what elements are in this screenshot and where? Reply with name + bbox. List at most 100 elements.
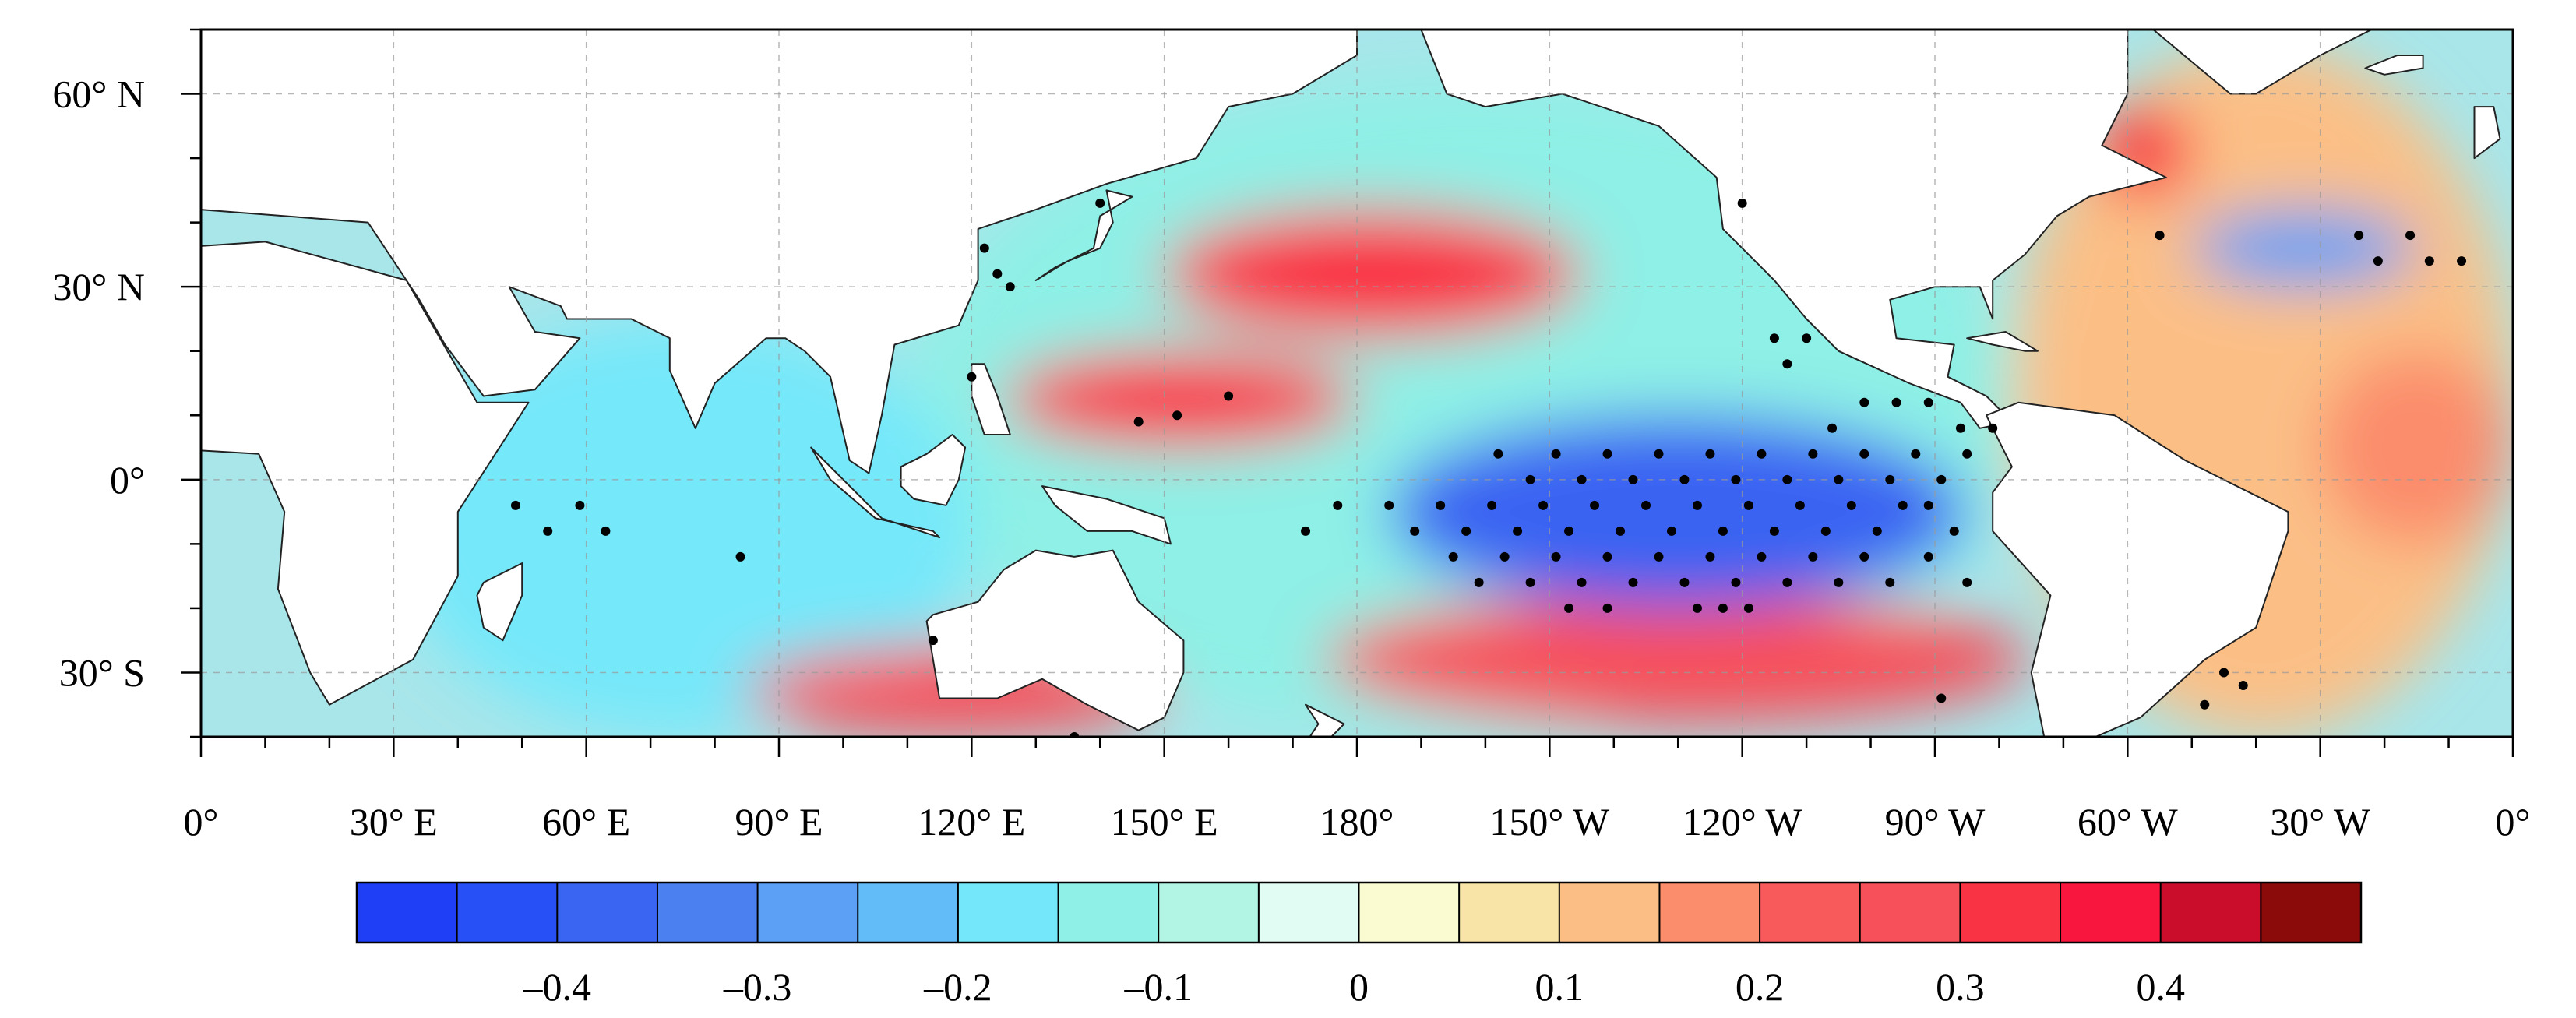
significance-dot bbox=[1590, 500, 1600, 510]
significance-dot bbox=[1885, 474, 1895, 484]
colorbar-tick-label: 0.1 bbox=[1535, 965, 1584, 1009]
significance-dot bbox=[1641, 500, 1651, 510]
significance-dot bbox=[1005, 282, 1015, 292]
land-layer bbox=[201, 30, 2501, 737]
colorbar-swatch bbox=[2060, 882, 2162, 942]
significance-dot bbox=[1513, 526, 1523, 536]
significance-dot bbox=[1654, 449, 1664, 459]
ocean-region-north-atlantic-blue bbox=[2191, 210, 2417, 287]
colorbar-frame bbox=[355, 881, 2363, 944]
significance-dot bbox=[1802, 333, 1812, 343]
significance-dot bbox=[1911, 449, 1921, 459]
significance-dot bbox=[1679, 577, 1690, 587]
significance-dot bbox=[1923, 551, 1933, 562]
significance-dot bbox=[1577, 474, 1587, 484]
x-tick-label: 60° E bbox=[542, 800, 630, 844]
ocean-region-equatorial-atlantic-red bbox=[2320, 350, 2513, 544]
significance-dot bbox=[1898, 500, 1908, 510]
significance-dot bbox=[1859, 551, 1869, 562]
colorbar-swatch bbox=[957, 882, 1059, 942]
significance-dot bbox=[1525, 577, 1535, 587]
significance-dot bbox=[575, 500, 585, 510]
significance-dot bbox=[1769, 333, 1779, 343]
colorbar-swatch bbox=[858, 882, 959, 942]
colorbar-swatch bbox=[1459, 882, 1560, 942]
land-eurasia bbox=[201, 30, 1358, 474]
significance-dot bbox=[1384, 500, 1394, 510]
x-tick-label: 150° E bbox=[1111, 800, 1218, 844]
significance-dot bbox=[1718, 526, 1728, 536]
significance-dot bbox=[1782, 474, 1792, 484]
significance-dot bbox=[510, 500, 520, 510]
colorbar-swatch bbox=[1358, 882, 1460, 942]
colorbar-tick-label: –0.1 bbox=[1123, 965, 1193, 1009]
land-iceland bbox=[2364, 55, 2424, 76]
significance-dot bbox=[1782, 577, 1792, 587]
colorbar-tick-label: –0.4 bbox=[523, 965, 592, 1009]
colorbar-swatch bbox=[557, 882, 658, 942]
significance-dot bbox=[1923, 397, 1933, 407]
significance-dot bbox=[1782, 359, 1792, 369]
x-tick-label: 0° bbox=[2496, 800, 2531, 844]
y-tick-label: 0° bbox=[110, 458, 145, 502]
significance-dot bbox=[2424, 256, 2434, 266]
significance-dot bbox=[1436, 500, 1446, 510]
significance-dot bbox=[1564, 526, 1574, 536]
significance-dot bbox=[1628, 474, 1638, 484]
ocean-region-tropical-wpac-red bbox=[1003, 350, 1358, 448]
ocean-region-south-pacific-red bbox=[1324, 595, 2032, 724]
significance-dot bbox=[1654, 551, 1664, 562]
significance-dot bbox=[1820, 526, 1831, 536]
significance-dot bbox=[1448, 551, 1458, 562]
colorbar-tick-label: –0.2 bbox=[923, 965, 992, 1009]
land-new-zealand bbox=[1305, 703, 1345, 737]
significance-dot bbox=[1679, 474, 1690, 484]
significance-dot bbox=[1834, 474, 1844, 484]
significance-dot bbox=[1499, 551, 1510, 562]
significance-dot bbox=[1474, 577, 1484, 587]
colorbar-swatch bbox=[1760, 882, 1861, 942]
significance-dot bbox=[1859, 397, 1869, 407]
significance-dot bbox=[1705, 449, 1715, 459]
significance-dot bbox=[1859, 449, 1869, 459]
significance-dot bbox=[1743, 603, 1753, 613]
colorbar-swatch bbox=[1158, 882, 1260, 942]
colorbar-swatch bbox=[1960, 882, 2061, 942]
significance-dot bbox=[1095, 198, 1105, 208]
significance-dot bbox=[2219, 668, 2229, 678]
land-madagascar bbox=[476, 562, 523, 642]
colorbar-tick-label: 0.2 bbox=[1736, 965, 1785, 1009]
land-new-guinea bbox=[1041, 485, 1172, 545]
ocean-region-indian-ocean bbox=[393, 319, 972, 737]
land-british-isles bbox=[2473, 106, 2501, 160]
land-africa bbox=[201, 241, 530, 706]
colorbar-swatch bbox=[657, 882, 759, 942]
x-tick-label: 120° W bbox=[1683, 800, 1803, 844]
significance-dot bbox=[1757, 449, 1767, 459]
colorbar-swatch bbox=[2160, 882, 2261, 942]
x-tick-label: 0° bbox=[184, 800, 219, 844]
colorbar-swatch bbox=[357, 882, 458, 942]
significance-dot bbox=[1493, 449, 1503, 459]
significance-dot bbox=[1333, 500, 1343, 510]
significance-dot bbox=[1525, 474, 1535, 484]
significance-dot bbox=[1846, 500, 1856, 510]
land-north-america bbox=[1420, 30, 2167, 429]
colorbar-tick-label: 0.4 bbox=[2136, 965, 2185, 1009]
colorbar: –0.4 –0.3 –0.2 –0.1 0 0.1 0.2 0.3 0.4 bbox=[355, 881, 2363, 1009]
significance-dot bbox=[1301, 526, 1311, 536]
significance-dot bbox=[601, 526, 611, 536]
significance-dot bbox=[543, 526, 553, 536]
colorbar-swatch bbox=[2261, 882, 2362, 942]
significance-dot bbox=[1936, 693, 1947, 703]
significance-dot bbox=[1988, 423, 1998, 433]
map-gridlines bbox=[201, 30, 2513, 737]
significance-dot bbox=[2405, 231, 2416, 241]
significance-dot bbox=[1955, 423, 1965, 433]
significance-dot bbox=[1564, 603, 1574, 613]
x-tick-label: 150° W bbox=[1489, 800, 1610, 844]
significance-dot bbox=[1718, 603, 1728, 613]
colorbar-swatch bbox=[757, 882, 858, 942]
land-south-america bbox=[1986, 401, 2289, 737]
